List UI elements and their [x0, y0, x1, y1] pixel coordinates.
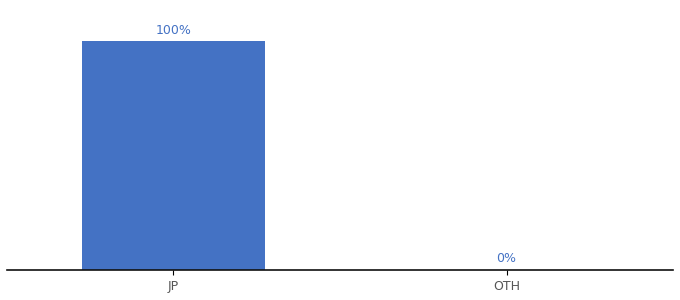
- Text: 0%: 0%: [496, 252, 517, 265]
- Text: 100%: 100%: [156, 24, 191, 37]
- Bar: [82, 41, 265, 270]
